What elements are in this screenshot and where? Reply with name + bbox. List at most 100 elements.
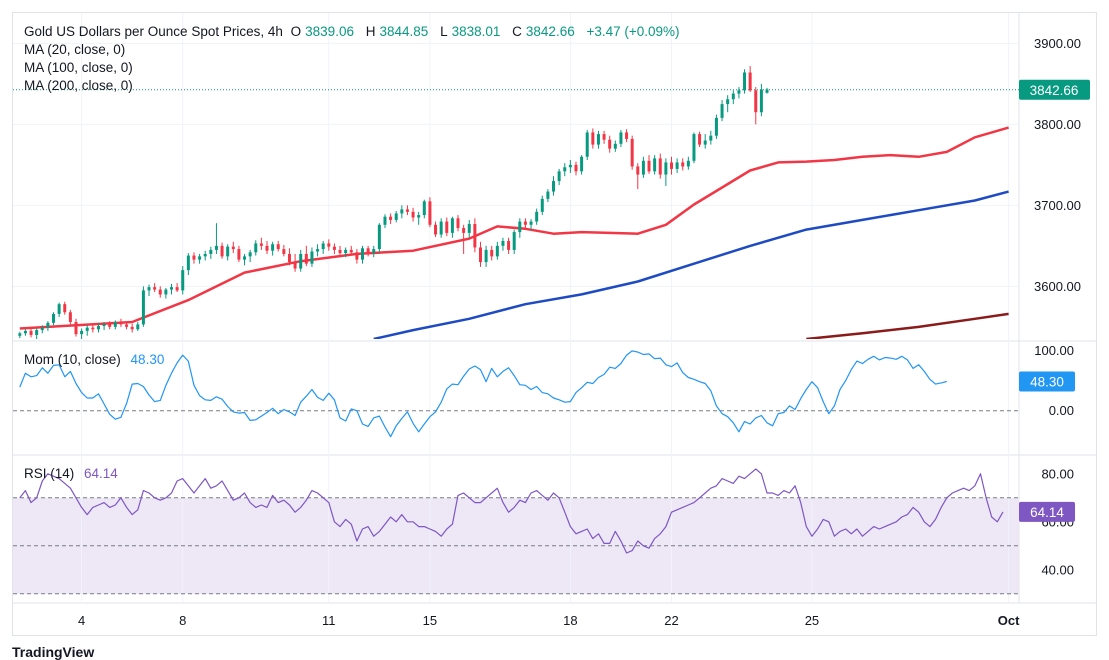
price-tick-label: 3800.00 (1034, 117, 1081, 132)
candle-body (226, 246, 230, 257)
candle-body (591, 132, 595, 145)
grid-layer (13, 13, 1019, 603)
candle-body (681, 162, 685, 167)
last-price-label: 3842.66 (1030, 83, 1079, 98)
candle-body (473, 223, 477, 248)
candle-body (495, 245, 499, 257)
ma20-line (19, 126, 1009, 330)
candle-body (248, 252, 252, 257)
ma100-legend[interactable]: MA (100, close, 0) (24, 60, 133, 75)
symbol-legend-row: Gold US Dollars per Ounce Spot Prices, 4… (24, 23, 684, 41)
candle-body (153, 287, 157, 290)
candle-body (478, 247, 482, 263)
candle-body (46, 322, 50, 328)
candle-body (467, 223, 471, 233)
candle-body (254, 243, 258, 253)
candle-body (434, 224, 438, 235)
candle-body (450, 218, 454, 233)
candle-body (355, 252, 359, 260)
candle-body (91, 327, 95, 330)
momentum-badge-label: 48.30 (1030, 375, 1064, 390)
momentum-value: 48.30 (130, 352, 165, 367)
candle-body (405, 209, 409, 212)
candle-body (18, 333, 22, 336)
candle-body (349, 249, 353, 253)
high-value: 3844.85 (379, 24, 429, 39)
candle-body (580, 156, 584, 172)
high-label: H (365, 24, 376, 39)
chart-frame[interactable]: 3900.00 3800.00 3700.00 3600.00 100.00 0.00 80… (12, 12, 1097, 636)
ma200-line (806, 312, 1009, 339)
ohlc-low: L 3838.01 (440, 24, 504, 39)
candle-body (327, 243, 331, 247)
candle-body (136, 324, 140, 330)
candle-body (445, 221, 449, 233)
candle-body (74, 321, 78, 335)
candle-body (540, 198, 544, 212)
candle-body (119, 321, 123, 325)
candle-body (765, 89, 769, 93)
candle-body (394, 213, 398, 220)
rsi-value: 64.14 (84, 466, 118, 481)
candle-body (243, 256, 247, 260)
time-tick-label: 18 (563, 613, 577, 628)
candle-body (501, 240, 505, 246)
ohlc-high: H 3844.85 (366, 24, 433, 39)
candle-body (484, 249, 488, 263)
candle-body (304, 253, 308, 264)
rsi-legend[interactable]: RSI (14) 64.14 (24, 466, 118, 481)
rsi-tick-label: 40.00 (1041, 562, 1074, 577)
candle-body (552, 181, 556, 192)
candle-body (439, 221, 443, 235)
open-label: O (290, 24, 302, 39)
candle-body (164, 289, 168, 295)
time-tick-label: 11 (322, 613, 336, 628)
momentum-legend[interactable]: Mom (10, close) 48.30 (24, 352, 164, 367)
moving-averages (19, 126, 1009, 339)
chart-canvas[interactable]: 3900.00 3800.00 3700.00 3600.00 100.00 0.00 80… (13, 13, 1097, 636)
candle-body (568, 164, 572, 168)
ma20-legend[interactable]: MA (20, close, 0) (24, 42, 126, 57)
candle-body (220, 245, 224, 257)
candle-body (563, 167, 567, 172)
candle-body (203, 253, 207, 257)
candle-body (80, 330, 84, 335)
candle-body (361, 248, 365, 260)
candle-body (507, 240, 511, 250)
candle-body (641, 160, 645, 175)
rsi-line (19, 468, 1004, 554)
candle-body (181, 270, 185, 291)
candle-body (57, 304, 61, 314)
ohlc-close: C 3842.66 (512, 24, 579, 39)
candle-body (490, 249, 494, 257)
candlesticks (18, 66, 769, 339)
candle-body (198, 256, 202, 260)
candle-body (321, 243, 325, 250)
candle-body (377, 224, 381, 250)
candle-body (259, 243, 263, 246)
candle-body (456, 218, 460, 229)
time-tick-label: 8 (179, 613, 186, 628)
ma200-legend[interactable]: MA (200, close, 0) (24, 78, 133, 93)
candle-body (158, 289, 162, 295)
price-tick-label: 3900.00 (1034, 36, 1081, 51)
candle-body (743, 72, 747, 91)
main-legend: Gold US Dollars per Ounce Spot Prices, 4… (24, 23, 684, 95)
candle-body (647, 160, 651, 172)
candle-body (422, 201, 426, 216)
candle-body (68, 312, 72, 322)
low-value: 3838.01 (451, 24, 501, 39)
tradingview-logo[interactable]: TradingView (12, 644, 94, 660)
symbol-title[interactable]: Gold US Dollars per Ounce Spot Prices, 4… (24, 24, 283, 39)
candle-body (636, 166, 640, 175)
candle-body (720, 104, 724, 118)
candle-body (23, 330, 27, 334)
candle-body (529, 221, 533, 225)
candle-body (698, 134, 702, 145)
candle-body (737, 90, 741, 94)
candle-body (669, 162, 673, 169)
candle-body (428, 201, 432, 225)
candle-body (316, 249, 320, 252)
candle-body (619, 132, 623, 144)
candle-body (535, 211, 539, 222)
